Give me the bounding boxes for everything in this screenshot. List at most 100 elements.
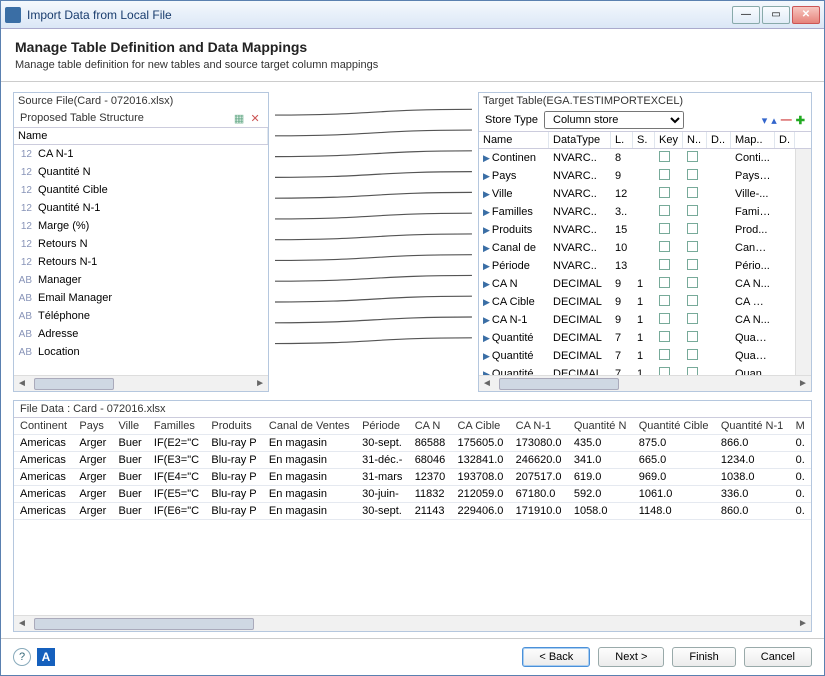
n-checkbox[interactable] xyxy=(687,331,698,342)
expand-icon[interactable]: ▶ xyxy=(483,261,492,271)
target-col-header-cell[interactable]: Map.. xyxy=(731,132,775,148)
source-row[interactable]: 12Quantité Cible xyxy=(14,181,268,199)
target-col-header-cell[interactable]: Name xyxy=(479,132,549,148)
key-checkbox[interactable] xyxy=(659,259,670,270)
source-row[interactable]: 12Quantité N-1 xyxy=(14,199,268,217)
cancel-button[interactable]: Cancel xyxy=(744,647,812,667)
filedata-col-header[interactable]: Continent xyxy=(14,418,73,435)
n-checkbox[interactable] xyxy=(687,295,698,306)
filedata-col-header[interactable]: CA N xyxy=(409,418,452,435)
n-checkbox[interactable] xyxy=(687,349,698,360)
filedata-col-header[interactable]: Canal de Ventes xyxy=(263,418,356,435)
close-button[interactable]: ✕ xyxy=(792,6,820,24)
n-checkbox[interactable] xyxy=(687,223,698,234)
target-row[interactable]: ▶ContinenNVARC..8Conti... xyxy=(479,149,795,167)
minimize-button[interactable]: — xyxy=(732,6,760,24)
expand-icon[interactable]: ▶ xyxy=(483,333,492,343)
key-checkbox[interactable] xyxy=(659,205,670,216)
filedata-h-scroll[interactable]: ◄ ► xyxy=(14,615,811,631)
target-row[interactable]: ▶VilleNVARC..12Ville-... xyxy=(479,185,795,203)
maximize-button[interactable]: ▭ xyxy=(762,6,790,24)
filedata-row[interactable]: AmericasArgerBuerIF(E5="CBlu-ray PEn mag… xyxy=(14,486,811,503)
key-checkbox[interactable] xyxy=(659,223,670,234)
source-h-scroll[interactable]: ◄ ► xyxy=(14,375,268,391)
target-col-header-cell[interactable]: S. xyxy=(633,132,655,148)
filedata-col-header[interactable]: Pays xyxy=(73,418,112,435)
source-row[interactable]: 12Retours N xyxy=(14,235,268,253)
key-checkbox[interactable] xyxy=(659,277,670,288)
target-col-header-cell[interactable]: D. xyxy=(775,132,795,148)
key-checkbox[interactable] xyxy=(659,313,670,324)
key-checkbox[interactable] xyxy=(659,151,670,162)
n-checkbox[interactable] xyxy=(687,259,698,270)
target-col-header-cell[interactable]: Key xyxy=(655,132,683,148)
expand-icon[interactable]: ▶ xyxy=(483,189,492,199)
source-row[interactable]: ABAdresse xyxy=(14,325,268,343)
target-col-header-cell[interactable]: L. xyxy=(611,132,633,148)
filedata-row[interactable]: AmericasArgerBuerIF(E2="CBlu-ray PEn mag… xyxy=(14,435,811,452)
filedata-row[interactable]: AmericasArgerBuerIF(E4="CBlu-ray PEn mag… xyxy=(14,469,811,486)
filedata-col-header[interactable]: Période xyxy=(356,418,409,435)
grid-icon[interactable]: ▦ xyxy=(232,111,246,125)
target-row[interactable]: ▶CA CibleDECIMAL91CA Ci... xyxy=(479,293,795,311)
expand-icon[interactable]: ▶ xyxy=(483,171,492,181)
target-row[interactable]: ▶PaysNVARC..9Pays-... xyxy=(479,167,795,185)
source-row[interactable]: ABLocation xyxy=(14,343,268,361)
target-row[interactable]: ▶CA N-1DECIMAL91CA N... xyxy=(479,311,795,329)
filedata-col-header[interactable]: Familles xyxy=(148,418,205,435)
filedata-col-header[interactable]: Quantité N xyxy=(568,418,633,435)
expand-icon[interactable]: ▶ xyxy=(483,225,492,235)
target-row[interactable]: ▶CA NDECIMAL91CA N... xyxy=(479,275,795,293)
help-icon[interactable]: ? xyxy=(13,648,31,666)
key-checkbox[interactable] xyxy=(659,331,670,342)
source-row[interactable]: 12CA N-1 xyxy=(14,145,268,163)
filedata-col-header[interactable]: CA N-1 xyxy=(510,418,568,435)
target-row[interactable]: ▶FamillesNVARC..3..Famil... xyxy=(479,203,795,221)
n-checkbox[interactable] xyxy=(687,169,698,180)
target-col-header-cell[interactable]: N.. xyxy=(683,132,707,148)
filedata-col-header[interactable]: CA Cible xyxy=(451,418,509,435)
n-checkbox[interactable] xyxy=(687,205,698,216)
a-icon[interactable]: A xyxy=(37,648,55,666)
key-checkbox[interactable] xyxy=(659,187,670,198)
source-row[interactable]: ABTéléphone xyxy=(14,307,268,325)
move-down-icon[interactable]: ▾ xyxy=(762,114,768,127)
store-type-select[interactable]: Column store xyxy=(544,111,684,129)
source-row[interactable]: 12Marge (%) xyxy=(14,217,268,235)
expand-icon[interactable]: ▶ xyxy=(483,279,492,289)
key-checkbox[interactable] xyxy=(659,169,670,180)
n-checkbox[interactable] xyxy=(687,277,698,288)
key-checkbox[interactable] xyxy=(659,367,670,375)
expand-icon[interactable]: ▶ xyxy=(483,153,492,163)
source-row[interactable]: ABManager xyxy=(14,271,268,289)
expand-icon[interactable]: ▶ xyxy=(483,207,492,217)
filedata-col-header[interactable]: Quantité N-1 xyxy=(715,418,790,435)
next-button[interactable]: Next > xyxy=(598,647,664,667)
remove-col-icon[interactable]: — xyxy=(781,114,792,126)
filedata-row[interactable]: AmericasArgerBuerIF(E3="CBlu-ray PEn mag… xyxy=(14,452,811,469)
move-up-icon[interactable]: ▴ xyxy=(771,114,777,127)
finish-button[interactable]: Finish xyxy=(672,647,735,667)
expand-icon[interactable]: ▶ xyxy=(483,243,492,253)
target-v-scroll[interactable] xyxy=(795,149,811,375)
key-checkbox[interactable] xyxy=(659,241,670,252)
n-checkbox[interactable] xyxy=(687,151,698,162)
source-row[interactable]: 12Retours N-1 xyxy=(14,253,268,271)
expand-icon[interactable]: ▶ xyxy=(483,351,492,361)
filedata-col-header[interactable]: Ville xyxy=(112,418,147,435)
expand-icon[interactable]: ▶ xyxy=(483,297,492,307)
n-checkbox[interactable] xyxy=(687,241,698,252)
target-col-header-cell[interactable]: D.. xyxy=(707,132,731,148)
key-checkbox[interactable] xyxy=(659,295,670,306)
n-checkbox[interactable] xyxy=(687,313,698,324)
filedata-row[interactable]: AmericasArgerBuerIF(E6="CBlu-ray PEn mag… xyxy=(14,503,811,520)
n-checkbox[interactable] xyxy=(687,367,698,375)
key-checkbox[interactable] xyxy=(659,349,670,360)
target-row[interactable]: ▶PériodeNVARC..13Pério... xyxy=(479,257,795,275)
filedata-col-header[interactable]: Produits xyxy=(205,418,263,435)
source-row[interactable]: 12Quantité N xyxy=(14,163,268,181)
expand-icon[interactable]: ▶ xyxy=(483,315,492,325)
n-checkbox[interactable] xyxy=(687,187,698,198)
target-h-scroll[interactable]: ◄ ► xyxy=(479,375,811,391)
target-row[interactable]: ▶QuantitéDECIMAL71Quan xyxy=(479,365,795,375)
